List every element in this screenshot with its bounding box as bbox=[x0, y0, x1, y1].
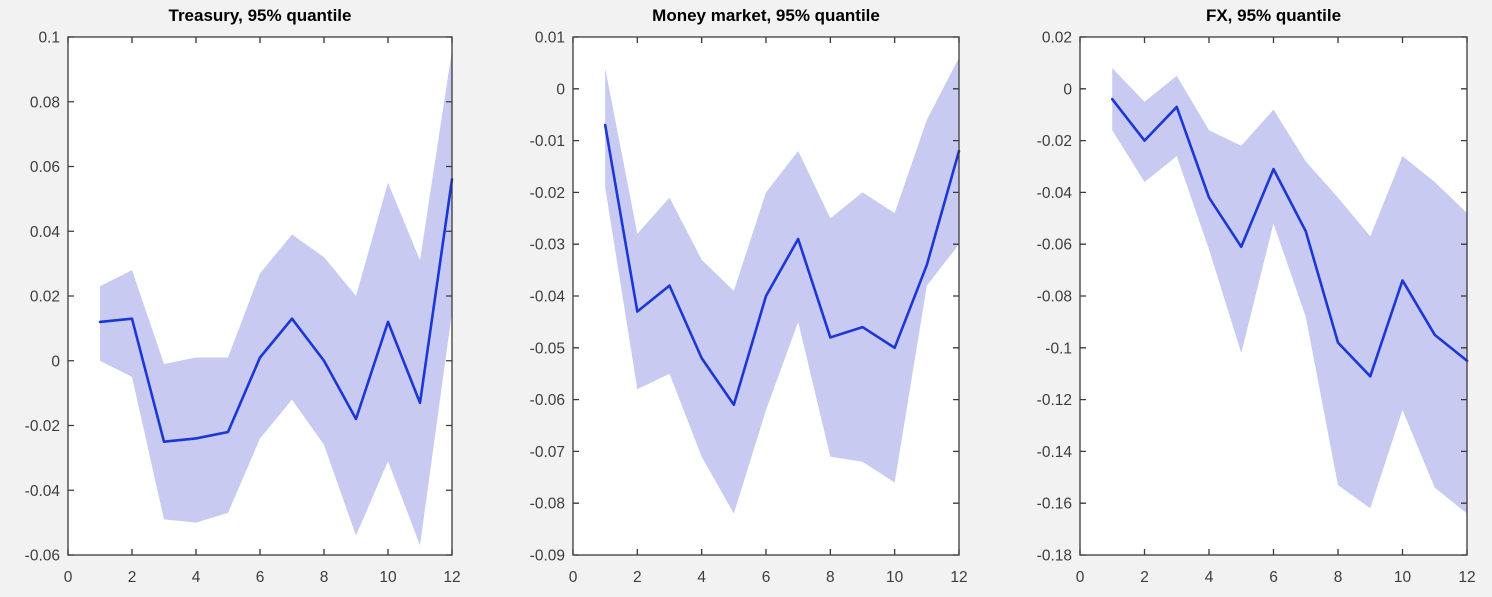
y-tick-label: -0.02 bbox=[1037, 133, 1072, 150]
x-tick-label: 4 bbox=[1205, 569, 1214, 586]
y-tick-label: 0 bbox=[1063, 81, 1072, 98]
x-tick-label: 12 bbox=[443, 569, 460, 586]
y-tick-label: -0.18 bbox=[1037, 548, 1072, 565]
y-tick-label: -0.04 bbox=[1037, 185, 1073, 202]
treasury-chart-title: Treasury, 95% quantile bbox=[168, 6, 352, 25]
x-tick-label: 8 bbox=[826, 569, 835, 586]
response-line bbox=[603, 123, 961, 407]
y-tick-label: -0.1 bbox=[1045, 340, 1072, 357]
treasury-panel: 0.10.080.060.040.020-0.02-0.04-0.060 2 4 6 8… bbox=[25, 30, 461, 587]
y-tick-label: -0.02 bbox=[25, 418, 60, 435]
x-tick-label: 6 bbox=[762, 569, 771, 586]
y-tick-label: 0 bbox=[51, 353, 60, 370]
x-tick-label: 10 bbox=[379, 569, 397, 586]
tick-marks bbox=[1079, 36, 1468, 556]
x-tick-label: 10 bbox=[886, 569, 904, 586]
x-tick-label: 4 bbox=[192, 569, 201, 586]
y-tick-label: -0.01 bbox=[530, 133, 565, 150]
y-tick-label: -0.06 bbox=[25, 548, 60, 565]
y-tick-label: 0.01 bbox=[535, 30, 565, 47]
money-market-panel: 0.01 0 -0.01 -0.02 -0.03 -0.04 -0.05 -0.06 -0.07… bbox=[530, 30, 968, 587]
x-tick-label: 2 bbox=[128, 569, 137, 586]
y-tick-label: -0.03 bbox=[530, 237, 565, 254]
x-tick-label: 12 bbox=[950, 569, 967, 586]
x-tick-label: 2 bbox=[633, 569, 642, 586]
x-tick-label: 6 bbox=[256, 569, 265, 586]
x-tick-label: 0 bbox=[1076, 569, 1085, 586]
confidence-band bbox=[1112, 68, 1467, 514]
y-tick-label: -0.14 bbox=[1037, 444, 1073, 461]
y-tick-label: 0.08 bbox=[30, 94, 60, 111]
fx-chart-title: FX, 95% quantile bbox=[1205, 6, 1342, 25]
tick-marks bbox=[67, 36, 453, 556]
y-tick-label: -0.06 bbox=[1037, 237, 1072, 254]
y-tick-label: -0.08 bbox=[1037, 289, 1072, 306]
y-tick-label: 0.1 bbox=[38, 30, 60, 47]
x-tick-label: 0 bbox=[569, 569, 578, 586]
money-market-chart-title: Money market, 95% quantile bbox=[652, 6, 880, 25]
confidence-band bbox=[605, 57, 959, 514]
response-line bbox=[98, 178, 454, 443]
y-tick-label: -0.08 bbox=[530, 496, 565, 513]
x-tick-label: 8 bbox=[1334, 569, 1343, 586]
tick-marks bbox=[572, 36, 960, 556]
x-tick-label: 4 bbox=[697, 569, 706, 586]
y-tick-label: -0.06 bbox=[530, 392, 565, 409]
y-tick-label: -0.16 bbox=[1037, 496, 1072, 513]
y-tick-label: -0.02 bbox=[530, 185, 565, 202]
y-tick-label: -0.04 bbox=[25, 483, 61, 500]
y-tick-label: -0.04 bbox=[530, 289, 566, 306]
x-tick-label: 6 bbox=[1269, 569, 1278, 586]
y-tick-label: 0.04 bbox=[30, 224, 61, 241]
x-tick-label: 10 bbox=[1394, 569, 1412, 586]
y-tick-label: 0.06 bbox=[30, 159, 60, 176]
y-tick-label: 0.02 bbox=[1042, 30, 1072, 47]
y-tick-label: -0.05 bbox=[530, 340, 565, 357]
y-tick-label: -0.12 bbox=[1037, 392, 1072, 409]
y-tick-label: 0.02 bbox=[30, 289, 60, 306]
fx-panel: 0.02 0 -0.02 -0.04 -0.06 -0.08 -0.1 -0.12 -0.14 -… bbox=[1037, 30, 1476, 587]
y-tick-label: -0.09 bbox=[530, 548, 565, 565]
confidence-band bbox=[100, 49, 452, 546]
x-tick-label: 12 bbox=[1458, 569, 1475, 586]
response-line bbox=[1110, 97, 1469, 378]
x-tick-label: 8 bbox=[320, 569, 329, 586]
y-tick-label: 0 bbox=[556, 81, 565, 98]
y-tick-label: -0.07 bbox=[530, 444, 565, 461]
x-tick-label: 2 bbox=[1140, 569, 1149, 586]
x-tick-label: 0 bbox=[64, 569, 73, 586]
